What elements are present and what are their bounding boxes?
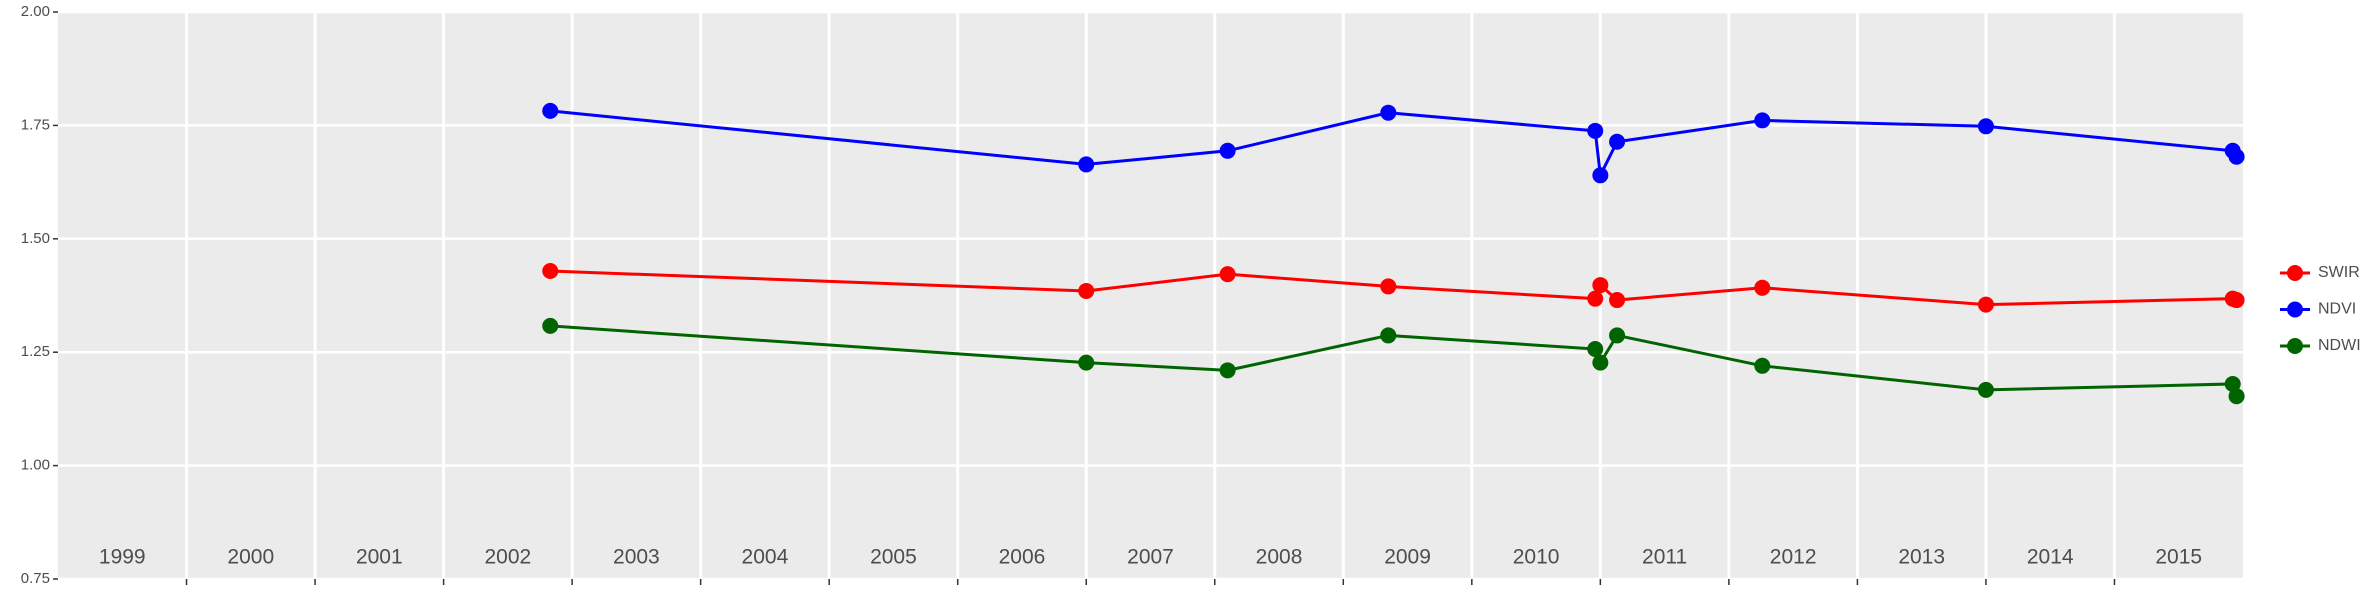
data-point: [1380, 104, 1397, 121]
data-point: [1754, 112, 1771, 129]
x-category-label: 2014: [2027, 546, 2074, 569]
data-point: [1977, 381, 1994, 398]
data-point: [542, 102, 559, 119]
x-category-label: 2006: [999, 546, 1046, 569]
data-point: [1609, 292, 1626, 309]
legend-marker: [2287, 265, 2303, 281]
x-category-label: 2004: [742, 546, 789, 569]
data-point: [1754, 279, 1771, 296]
x-category-label: 2002: [484, 546, 531, 569]
data-point: [1592, 167, 1609, 184]
data-point: [2228, 148, 2245, 165]
x-category-label: 2007: [1127, 546, 1174, 569]
data-point: [1380, 278, 1397, 295]
data-point: [1977, 118, 1994, 135]
x-category-label: 2005: [870, 546, 917, 569]
data-point: [1977, 296, 1994, 313]
data-point: [1587, 290, 1604, 307]
data-point: [1592, 277, 1609, 294]
legend-marker: [2287, 301, 2303, 318]
x-category-label: 2011: [1642, 546, 1687, 569]
legend-label: NDVI: [2318, 301, 2356, 318]
data-point: [542, 317, 559, 334]
data-point: [2228, 292, 2245, 309]
y-tick-label: 1.75: [21, 116, 50, 133]
data-point: [1219, 142, 1236, 159]
x-category-label: 2000: [227, 546, 274, 569]
x-category-label: 2013: [1898, 546, 1945, 569]
y-tick-label: 1.00: [21, 457, 50, 474]
data-point: [1609, 133, 1626, 150]
y-tick-label: 2.00: [21, 3, 50, 20]
legend-label: SWIR: [2318, 264, 2360, 281]
y-tick-label: 1.50: [21, 230, 50, 247]
data-point: [1380, 327, 1397, 344]
y-tick-label: 1.25: [21, 343, 50, 360]
x-category-label: 2010: [1513, 546, 1560, 569]
x-category-label: 2003: [613, 546, 660, 569]
data-point: [2224, 375, 2241, 392]
data-point: [1078, 354, 1095, 371]
data-point: [542, 263, 559, 280]
x-category-label: 2008: [1256, 546, 1303, 569]
x-category-label: 1999: [99, 546, 146, 569]
x-category-label: 2001: [356, 546, 403, 569]
data-point: [1754, 357, 1771, 374]
y-tick-label: 0.75: [21, 570, 50, 587]
data-point: [1219, 362, 1236, 379]
data-point: [2228, 388, 2245, 405]
data-point: [1587, 341, 1604, 358]
legend-label: NDWI: [2318, 337, 2361, 354]
data-point: [1609, 327, 1626, 344]
x-category-label: 2009: [1384, 546, 1431, 569]
x-category-label: 2015: [2155, 546, 2202, 569]
data-point: [1078, 282, 1095, 299]
plot-background: [58, 12, 2243, 579]
data-point: [1592, 354, 1609, 371]
data-point: [1587, 122, 1604, 139]
data-point: [1078, 156, 1095, 173]
legend-marker: [2287, 338, 2303, 354]
data-point: [1219, 266, 1236, 283]
x-category-label: 2012: [1770, 546, 1817, 569]
